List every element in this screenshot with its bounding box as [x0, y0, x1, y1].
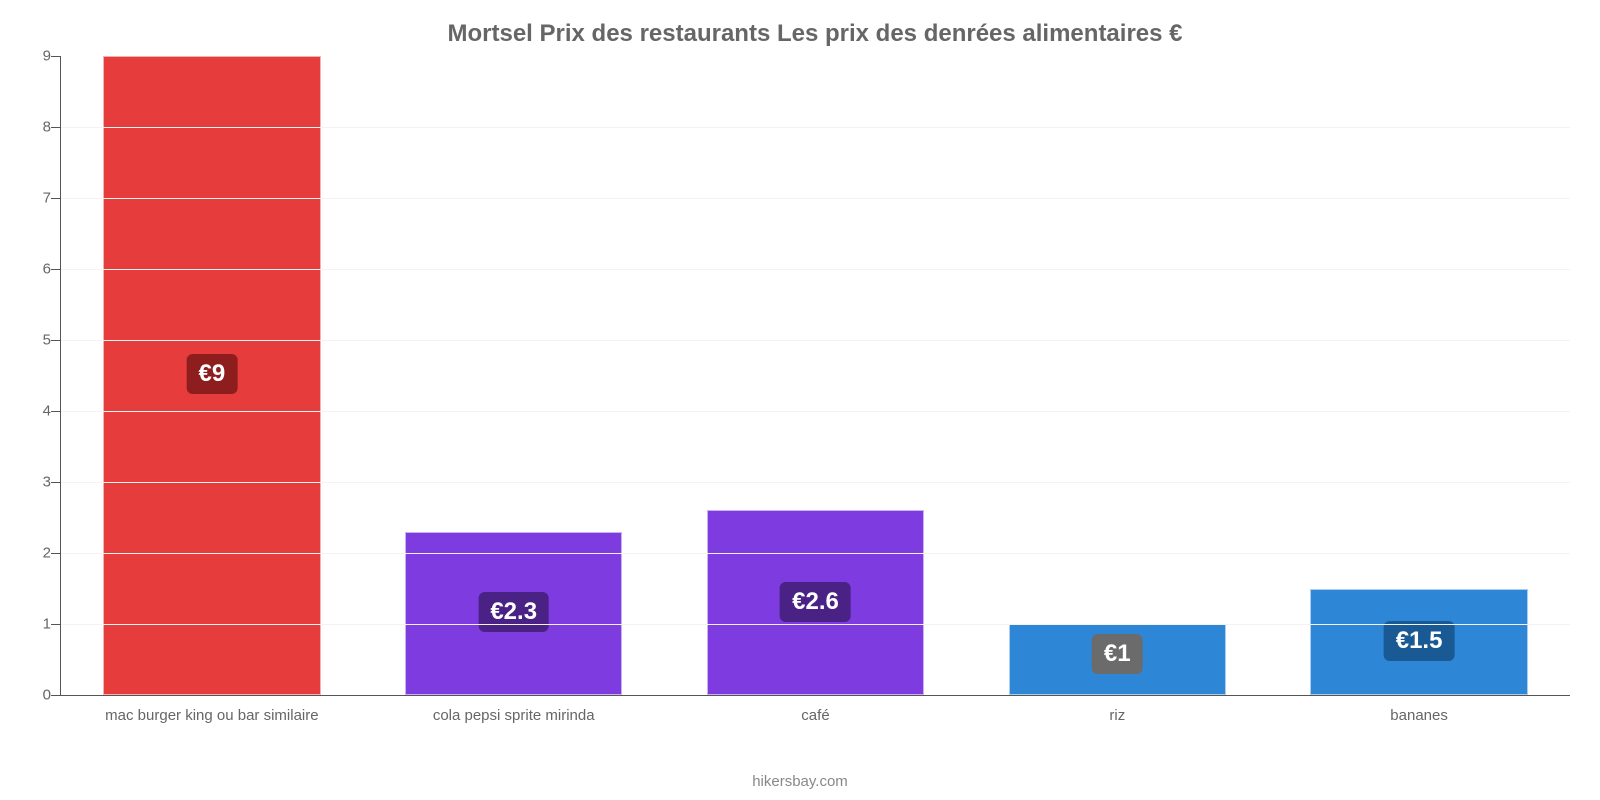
grid-line: [61, 127, 1570, 128]
grid-line: [61, 411, 1570, 412]
chart-title: Mortsel Prix des restaurants Les prix de…: [60, 20, 1570, 48]
x-axis-label: café: [801, 695, 829, 724]
value-badge: €9: [187, 354, 238, 394]
bar: €9: [103, 56, 320, 695]
y-axis-label: 8: [21, 118, 51, 135]
bar-slot: €9mac burger king ou bar similaire: [61, 56, 363, 695]
grid-line: [61, 340, 1570, 341]
y-tick: [51, 482, 61, 483]
grid-line: [61, 553, 1570, 554]
y-axis-label: 1: [21, 615, 51, 632]
bar: €1: [1009, 624, 1226, 695]
bar: €1.5: [1310, 589, 1527, 696]
value-badge: €1: [1092, 634, 1143, 674]
y-tick: [51, 695, 61, 696]
y-tick: [51, 340, 61, 341]
grid-line: [61, 269, 1570, 270]
grid-line: [61, 198, 1570, 199]
y-axis-label: 6: [21, 261, 51, 278]
x-axis-label: bananes: [1390, 695, 1448, 724]
y-axis-label: 5: [21, 331, 51, 348]
y-axis-label: 2: [21, 545, 51, 562]
y-axis-label: 0: [21, 687, 51, 704]
y-tick: [51, 198, 61, 199]
x-axis-label: cola pepsi sprite mirinda: [433, 695, 595, 724]
bar: €2.6: [707, 510, 924, 695]
bar-slot: €1.5bananes: [1268, 56, 1570, 695]
y-tick: [51, 269, 61, 270]
bar-slot: €2.3cola pepsi sprite mirinda: [363, 56, 665, 695]
y-tick: [51, 624, 61, 625]
x-axis-label: riz: [1109, 695, 1125, 724]
bars-row: €9mac burger king ou bar similaire€2.3co…: [61, 56, 1570, 695]
x-axis-label: mac burger king ou bar similaire: [105, 695, 318, 724]
bar: €2.3: [405, 532, 622, 695]
grid-line: [61, 624, 1570, 625]
bar-slot: €1riz: [966, 56, 1268, 695]
value-badge: €1.5: [1384, 621, 1455, 661]
value-badge: €2.3: [478, 592, 549, 632]
value-badge: €2.6: [780, 582, 851, 622]
y-axis-label: 4: [21, 403, 51, 420]
y-tick: [51, 56, 61, 57]
y-axis-label: 9: [21, 48, 51, 65]
y-tick: [51, 553, 61, 554]
y-axis-label: 7: [21, 189, 51, 206]
bar-slot: €2.6café: [665, 56, 967, 695]
price-chart: Mortsel Prix des restaurants Les prix de…: [0, 0, 1600, 800]
grid-line: [61, 482, 1570, 483]
y-axis-label: 3: [21, 474, 51, 491]
plot-area: €9mac burger king ou bar similaire€2.3co…: [60, 56, 1570, 696]
chart-footer: hikersbay.com: [0, 773, 1600, 790]
y-tick: [51, 127, 61, 128]
y-tick: [51, 411, 61, 412]
